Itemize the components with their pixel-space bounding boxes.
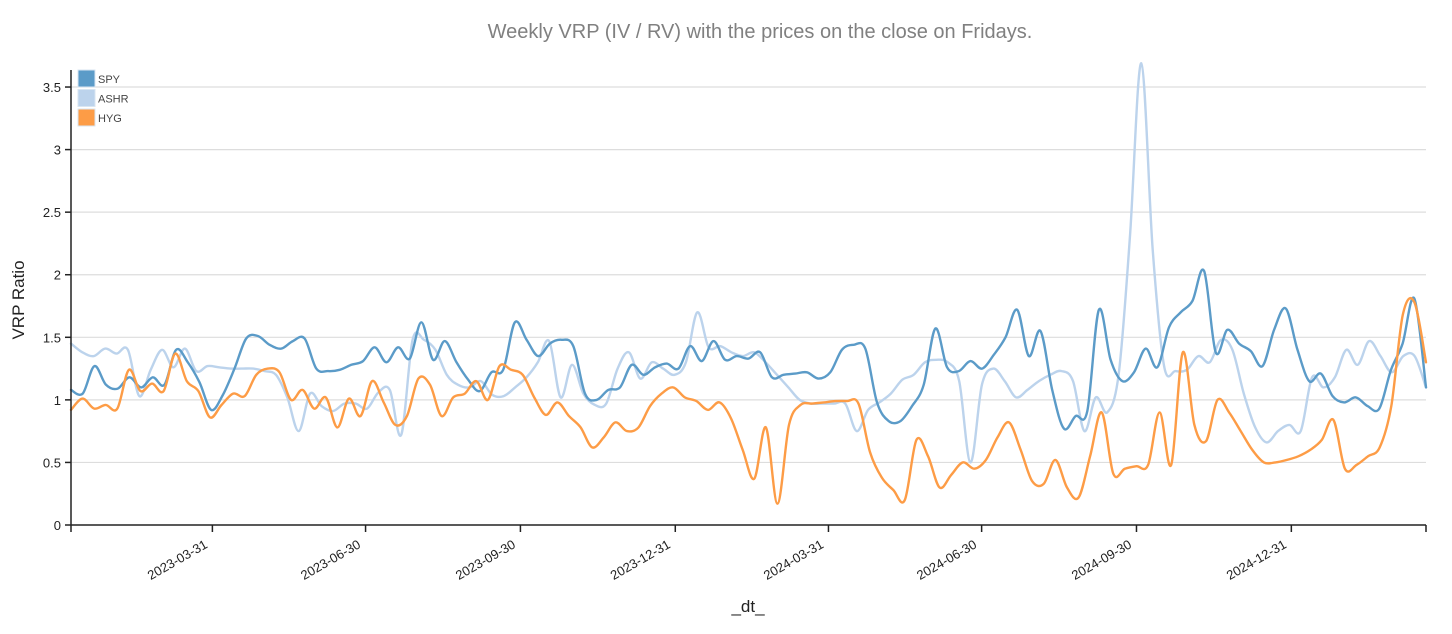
y-tick-label: 0.5 bbox=[43, 455, 61, 470]
y-tick-label: 1 bbox=[54, 393, 61, 408]
x-tick-label: 2024-09-30 bbox=[1069, 537, 1134, 583]
x-tick-label: 2023-03-31 bbox=[145, 537, 210, 583]
x-axis-ticks: 2023-03-31 2023-06-30 2023-09-30 2023-12-31… bbox=[145, 525, 1293, 583]
series-line-ashr bbox=[69, 62, 1428, 464]
x-tick-label: 2024-03-31 bbox=[761, 537, 826, 583]
legend-item-hyg: HYG bbox=[77, 108, 122, 127]
y-tick-label: 3 bbox=[54, 143, 61, 158]
x-tick-label: 2023-12-31 bbox=[608, 537, 673, 583]
y-tick-label: 3.5 bbox=[43, 80, 61, 95]
gridlines bbox=[71, 86, 1426, 464]
series-lines bbox=[69, 62, 1428, 505]
y-axis-label: VRP Ratio bbox=[9, 260, 28, 339]
y-tick-label: 2 bbox=[54, 268, 61, 283]
legend: SPY ASHR HYG bbox=[77, 69, 129, 127]
x-tick-label: 2023-06-30 bbox=[298, 537, 363, 583]
x-tick-label: 2024-12-31 bbox=[1224, 537, 1289, 583]
chart-title: Weekly VRP (IV / RV) with the prices on … bbox=[488, 21, 1033, 43]
x-tick-label: 2024-06-30 bbox=[914, 537, 979, 583]
x-axis-label: _dt_ bbox=[730, 597, 765, 616]
legend-item-spy: SPY bbox=[77, 69, 121, 88]
series-line-spy bbox=[69, 268, 1428, 431]
axes bbox=[70, 70, 1427, 532]
legend-label: HYG bbox=[98, 113, 122, 125]
series-line-hyg bbox=[69, 296, 1428, 505]
legend-label: SPY bbox=[98, 74, 121, 86]
legend-label: ASHR bbox=[98, 94, 129, 106]
legend-item-ashr: ASHR bbox=[77, 89, 129, 107]
y-tick-label: 2.5 bbox=[43, 205, 61, 220]
legend-swatch bbox=[77, 69, 96, 88]
y-tick-label: 1.5 bbox=[43, 330, 61, 345]
y-tick-label: 0 bbox=[54, 518, 61, 533]
legend-swatch bbox=[77, 89, 96, 107]
x-tick-label: 2023-09-30 bbox=[453, 537, 518, 583]
y-axis-ticks: 0 0.5 1 1.5 2 2.5 3 3.5 bbox=[43, 80, 71, 533]
legend-swatch bbox=[77, 108, 96, 127]
